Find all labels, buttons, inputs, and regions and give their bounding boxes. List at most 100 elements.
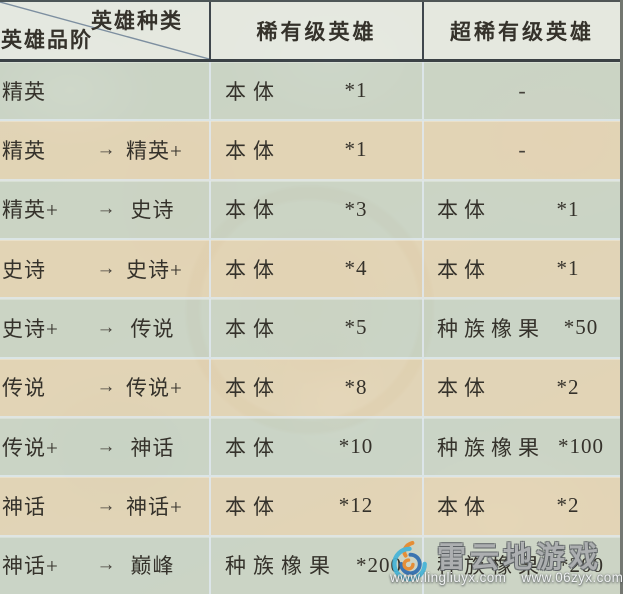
super-rare-cost-cell: - xyxy=(424,121,620,178)
material-count: *8 xyxy=(344,374,368,399)
tier-from: 神话 xyxy=(2,494,46,519)
tier-cell: 传说 → 传说+ xyxy=(0,358,211,416)
arrow-icon: → xyxy=(96,435,116,457)
tier-to: 史诗 xyxy=(130,198,175,223)
super-rare-cost-cell: 本体 *1 xyxy=(424,240,620,297)
material-name: 本体 xyxy=(437,494,491,519)
material-count: *1 xyxy=(556,196,580,221)
super-rare-cost-cell: 种族橡果 *200 xyxy=(424,537,623,594)
header-rare-hero: 稀有级英雄 xyxy=(211,2,424,59)
material-name: 本体 xyxy=(225,138,281,163)
table-row: 精英 → 精英+ 本体 *1 - xyxy=(0,121,620,181)
tier-to: 精英+ xyxy=(126,138,183,163)
rare-cost-cell: 本体 *10 xyxy=(211,417,424,476)
table-row: 史诗+ → 传说 本体 *5 种族橡果 *50 xyxy=(0,299,623,359)
table-row: 神话 → 神话+ 本体 *12 本体 *2 xyxy=(0,477,620,537)
material-name: 种族橡果 xyxy=(437,435,545,460)
tier-from: 传说 xyxy=(2,376,46,401)
material-name: 本体 xyxy=(225,198,281,223)
rare-cost-cell: 本体 *8 xyxy=(211,358,424,416)
material-name: 本体 xyxy=(225,494,281,519)
tier-cell: 神话 → 神话+ xyxy=(0,477,211,535)
empty-dash: - xyxy=(518,136,526,162)
tier-cell: 神话+ → 巅峰 xyxy=(0,536,211,594)
arrow-icon: → xyxy=(96,257,116,279)
watermark-urls: www.lingliuyx.com www.06zyx.com xyxy=(390,570,623,585)
material-name: 种族橡果 xyxy=(225,554,337,579)
super-rare-cost-cell: 本体 *2 xyxy=(424,477,620,534)
super-rare-cost-cell: 种族橡果 *50 xyxy=(424,299,623,356)
table-row: 传说+ → 神话 本体 *10 种族橡果 *100 xyxy=(0,417,623,478)
tier-from: 史诗 xyxy=(2,257,46,282)
tier-cell: 史诗 → 史诗+ xyxy=(0,239,211,298)
arrow-icon: → xyxy=(96,316,116,338)
material-count: *100 xyxy=(558,434,604,459)
material-count: *3 xyxy=(344,196,368,221)
tier-to: 神话 xyxy=(130,435,175,460)
watermark-url-2: www.06zyx.com xyxy=(521,570,623,585)
watermark-url-1: www.lingliuyx.com xyxy=(390,570,507,585)
material-count: *1 xyxy=(344,78,368,103)
header-corner-cell: 英雄种类 英雄品阶 xyxy=(0,2,211,59)
material-count: *200 xyxy=(558,552,604,577)
rare-cost-cell: 本体 *1 xyxy=(211,121,424,179)
material-count: *1 xyxy=(556,256,580,281)
material-name: 种族橡果 xyxy=(437,554,545,579)
material-name: 本体 xyxy=(437,257,491,282)
swirl-logo-icon xyxy=(392,540,427,582)
tier-from: 史诗+ xyxy=(2,316,59,341)
table-row: 传说 → 传说+ 本体 *8 本体 *2 xyxy=(0,358,620,418)
header-hero-type-label: 英雄种类 xyxy=(91,9,183,33)
super-rare-cost-cell: 本体 *2 xyxy=(424,359,620,416)
empty-dash: - xyxy=(518,77,526,103)
arrow-icon: → xyxy=(96,198,116,220)
rare-cost-cell: 本体 *4 xyxy=(211,239,424,298)
table-row: 精英 本体 *1 - xyxy=(0,62,620,122)
tier-cell: 精英+ → 史诗 xyxy=(0,180,211,238)
tier-from: 神话+ xyxy=(2,554,59,579)
material-name: 本体 xyxy=(225,257,281,282)
header-hero-tier-label: 英雄品阶 xyxy=(1,28,93,52)
material-name: 本体 xyxy=(225,79,281,104)
tier-to: 传说+ xyxy=(126,376,183,401)
rare-cost-cell: 本体 *1 xyxy=(211,62,424,120)
super-rare-cost-cell: 种族橡果 *100 xyxy=(424,418,623,475)
material-name: 本体 xyxy=(225,435,281,460)
table-row: 神话+ → 巅峰 种族橡果 *200 种族橡果 *200 xyxy=(0,536,623,594)
material-count: *2 xyxy=(556,374,580,399)
watermark: 雷云地游戏 www.lingliuyx.com www.06zyx.com xyxy=(380,533,623,594)
material-count: *50 xyxy=(563,315,599,340)
material-name: 种族橡果 xyxy=(437,316,545,341)
rare-cost-cell: 本体 *5 xyxy=(211,299,424,357)
arrow-icon: → xyxy=(96,494,116,516)
tier-from: 精英+ xyxy=(2,198,59,223)
diagonal-divider-line xyxy=(0,2,209,59)
watermark-site-name: 雷云地游戏 xyxy=(437,542,603,574)
arrow-icon: → xyxy=(96,376,116,398)
material-name: 本体 xyxy=(437,376,491,401)
header-super-rare-hero-label: 超稀有级英雄 xyxy=(450,19,594,44)
material-name: 本体 xyxy=(437,198,491,223)
tier-from: 传说+ xyxy=(2,435,59,460)
material-count: *2 xyxy=(556,493,580,518)
tier-cell: 史诗+ → 传说 xyxy=(0,299,211,357)
material-count: *4 xyxy=(344,256,368,281)
rare-cost-cell: 本体 *3 xyxy=(211,180,424,238)
tier-from: 精英 xyxy=(2,79,46,104)
table-row: 史诗 → 史诗+ 本体 *4 本体 *1 xyxy=(0,239,620,300)
tier-cell: 传说+ → 神话 xyxy=(0,417,211,476)
material-count: *1 xyxy=(344,137,368,162)
super-rare-cost-cell: 本体 *1 xyxy=(424,181,620,238)
table-header-row: 英雄种类 英雄品阶 稀有级英雄 超稀有级英雄 xyxy=(0,0,620,62)
tier-cell: 精英 xyxy=(0,62,211,120)
header-super-rare-hero: 超稀有级英雄 xyxy=(424,2,620,59)
tier-to: 史诗+ xyxy=(126,257,183,282)
material-count: *10 xyxy=(338,434,374,459)
table-row: 精英+ → 史诗 本体 *3 本体 *1 xyxy=(0,180,620,240)
material-name: 本体 xyxy=(225,376,281,401)
arrow-icon: → xyxy=(96,138,116,160)
tier-from: 精英 xyxy=(2,138,46,163)
rare-cost-cell: 本体 *12 xyxy=(211,477,424,535)
